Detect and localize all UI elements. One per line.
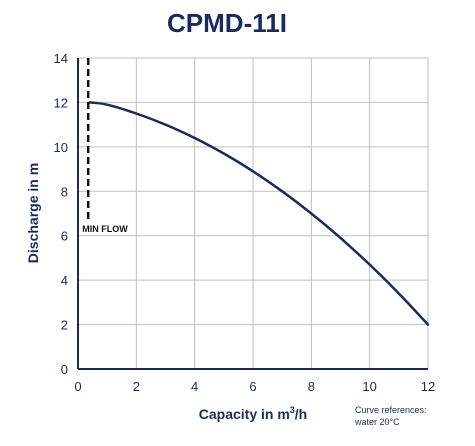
x-tick-label: 4 xyxy=(191,379,198,394)
x-tick-label: 12 xyxy=(421,379,435,394)
x-tick-label: 8 xyxy=(308,379,315,394)
series-group xyxy=(88,101,430,326)
grid xyxy=(78,57,429,369)
y-tick-label: 0 xyxy=(61,362,68,377)
y-tick-label: 6 xyxy=(61,229,68,244)
performance-curve-line xyxy=(88,101,430,326)
x-tick-label: 6 xyxy=(249,379,256,394)
curve-note-line-2: water 20°C xyxy=(354,417,400,427)
y-tick-label: 8 xyxy=(61,184,68,199)
x-tick-labels: 0 2 4 6 8 10 12 xyxy=(74,379,435,394)
y-tick-label: 14 xyxy=(54,51,68,66)
min-flow-label: MIN FLOW xyxy=(82,224,128,234)
y-axis-label: Discharge in m xyxy=(25,163,41,263)
y-tick-labels: 0 2 4 6 8 10 12 14 xyxy=(54,51,68,377)
y-tick-label: 2 xyxy=(61,318,68,333)
y-tick-label: 12 xyxy=(54,95,68,110)
x-axis-label-sup: 3 xyxy=(290,405,295,415)
x-axis-label: Capacity in m3/h xyxy=(199,405,308,422)
curve-note-line-1: Curve references: xyxy=(355,405,427,415)
y-tick-label: 10 xyxy=(54,140,68,155)
axes xyxy=(77,58,428,370)
y-tick-label: 4 xyxy=(61,273,68,288)
min-flow-marker: MIN FLOW xyxy=(82,58,128,234)
x-tick-label: 2 xyxy=(133,379,140,394)
x-axis-label-main: Capacity in m xyxy=(199,406,290,422)
x-axis-label-tail: /h xyxy=(295,406,307,422)
chart-title: CPMD-11I xyxy=(167,8,287,38)
x-tick-label: 0 xyxy=(74,379,81,394)
x-tick-label: 10 xyxy=(362,379,376,394)
